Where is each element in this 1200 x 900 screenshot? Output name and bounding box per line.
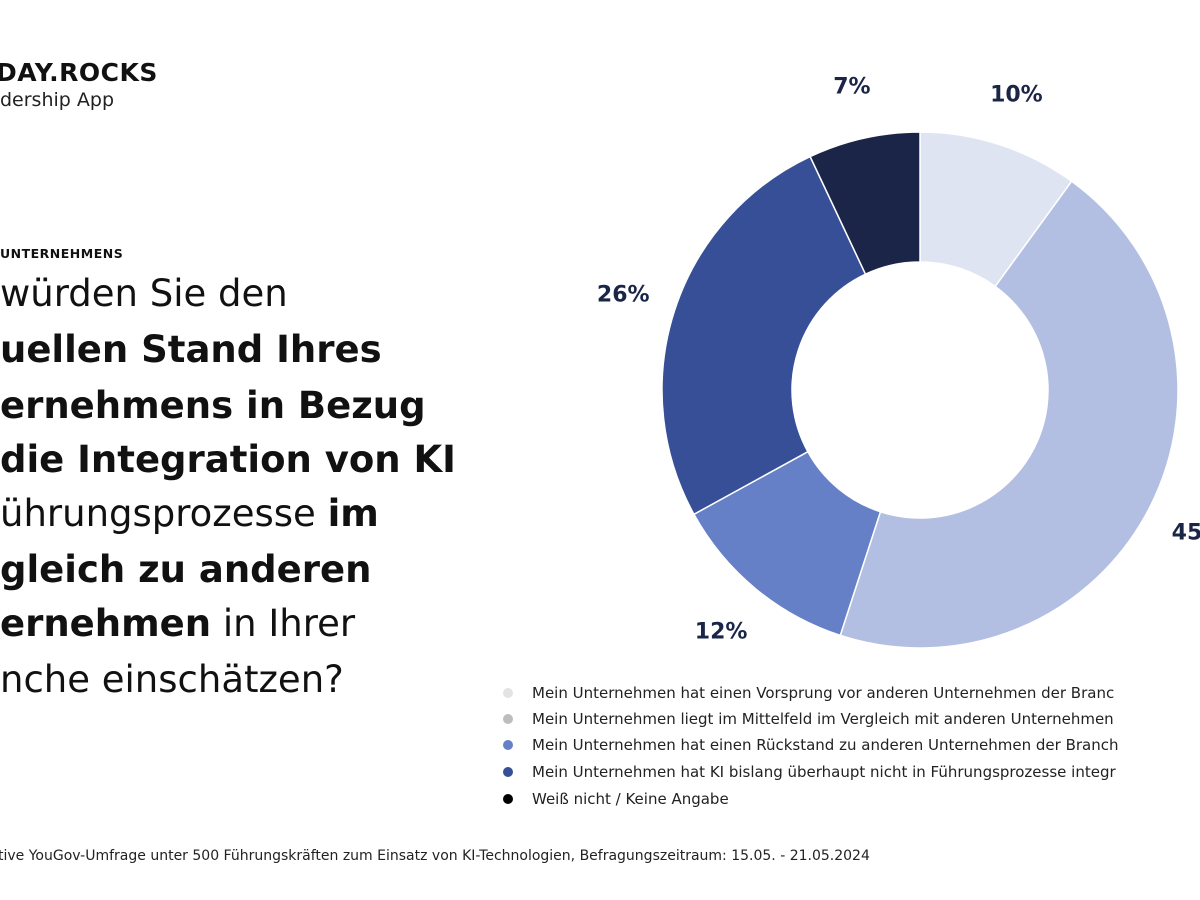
legend-item: Mein Unternehmen liegt im Mittelfeld im … — [503, 710, 1114, 728]
legend-item: Mein Unternehmen hat einen Rückstand zu … — [503, 736, 1119, 754]
slice-label: 10% — [990, 82, 1043, 107]
legend-item: Weiß nicht / Keine Angabe — [503, 790, 729, 808]
question-fragment: im — [327, 492, 379, 535]
question-line: ernehmens in Bezug — [0, 386, 426, 426]
legend-dot-icon — [503, 767, 513, 777]
question-fragment: nche einschätzen? — [0, 658, 344, 701]
legend-dot-icon — [503, 794, 513, 804]
question-fragment: ernehmen — [0, 602, 212, 645]
question-line: die Integration von KI — [0, 440, 456, 480]
question-fragment: würden Sie den — [0, 272, 288, 315]
legend-dot-icon — [503, 688, 513, 698]
question-fragment: ührungsprozesse — [0, 492, 328, 535]
legend-label: Mein Unternehmen hat einen Vorsprung vor… — [532, 684, 1115, 702]
donut-slice — [661, 155, 867, 516]
legend-label: Mein Unternehmen hat KI bislang überhaup… — [532, 763, 1116, 781]
legend-item: Mein Unternehmen hat einen Vorsprung vor… — [503, 684, 1114, 702]
legend-label: Mein Unternehmen liegt im Mittelfeld im … — [532, 710, 1114, 728]
question-fragment: gleich zu anderen — [0, 548, 372, 591]
question-fragment: ernehmens in Bezug — [0, 384, 426, 427]
legend-dot-icon — [503, 740, 513, 750]
legend-label: Weiß nicht / Keine Angabe — [532, 790, 729, 808]
question-line: uellen Stand Ihres — [0, 330, 382, 370]
donut-slice — [809, 131, 921, 276]
question-line: würden Sie den — [0, 274, 288, 314]
question-line: ernehmen in Ihrer — [0, 604, 355, 644]
question-fragment: uellen Stand Ihres — [0, 328, 382, 371]
question-line: nche einschätzen? — [0, 660, 344, 700]
slice-label: 12% — [695, 619, 748, 644]
slice-label: 7% — [833, 75, 870, 100]
legend-item: Mein Unternehmen hat KI bislang überhaup… — [503, 763, 1116, 781]
question-line: ührungsprozesse im — [0, 494, 379, 534]
question-fragment: in Ihrer — [211, 602, 356, 645]
section-kicker: UNTERNEHMENS — [0, 246, 124, 261]
source-footnote: tive YouGov-Umfrage unter 500 Führungskr… — [0, 848, 870, 864]
question-line: gleich zu anderen — [0, 550, 371, 590]
brand-logo-text: DAY.ROCKS — [0, 58, 158, 87]
question-fragment: die Integration von KI — [0, 438, 456, 481]
legend-dot-icon — [503, 714, 513, 724]
donut-slice — [839, 180, 1179, 649]
slice-label: 45% — [1172, 521, 1200, 546]
slice-label: 26% — [597, 283, 650, 308]
brand-subtitle: dership App — [0, 89, 114, 111]
legend-label: Mein Unternehmen hat einen Rückstand zu … — [532, 736, 1119, 754]
